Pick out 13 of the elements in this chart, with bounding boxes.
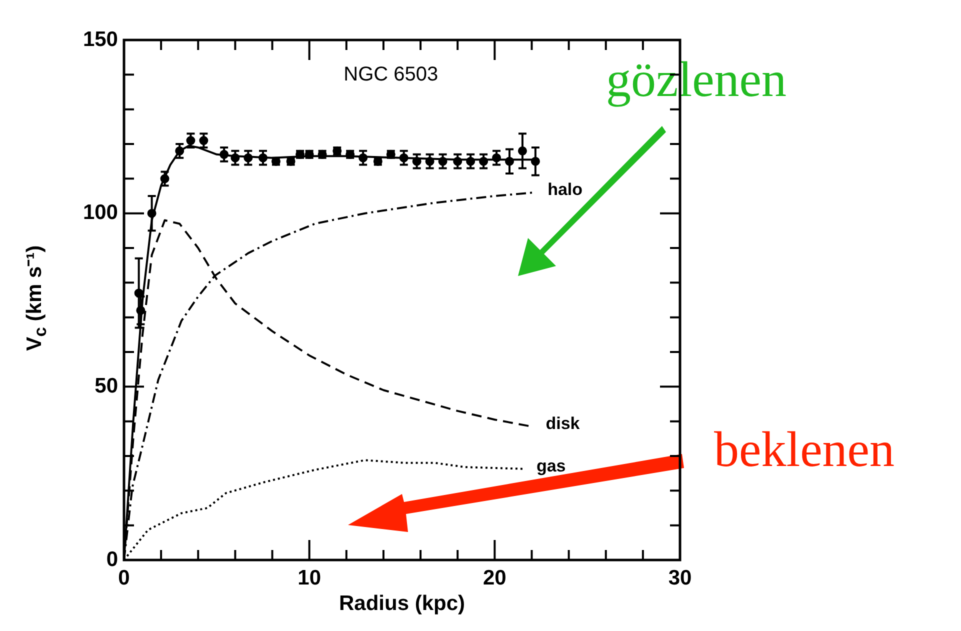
text: beklenen: [714, 420, 894, 478]
series-label: halo: [548, 180, 583, 200]
x-tick-label: 30: [668, 566, 692, 590]
x-tick-label: 20: [482, 566, 506, 590]
y-tick-label: 150: [82, 28, 118, 51]
x-axis-title: Radius (kpc): [338, 592, 466, 616]
x-tick-label: 10: [298, 566, 322, 590]
y-tick-label: 100: [82, 201, 118, 224]
y-tick-label: 0: [106, 548, 118, 571]
text: NGC 6503: [344, 64, 438, 86]
series-label: gas: [536, 456, 566, 476]
y-tick-label: 50: [94, 374, 118, 398]
series-label: disk: [546, 414, 580, 434]
